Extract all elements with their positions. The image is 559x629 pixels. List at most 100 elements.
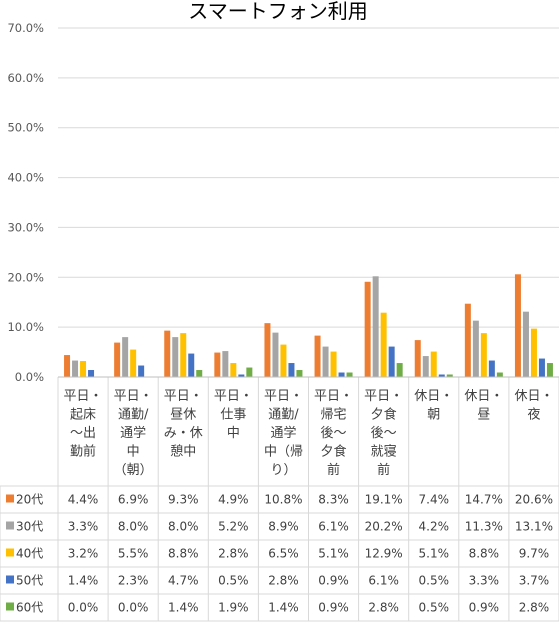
data-table-cell: 0.9%	[469, 601, 500, 615]
category-label: 平日・	[314, 389, 353, 404]
bar	[130, 349, 137, 377]
legend-label: 30代	[16, 520, 43, 534]
data-table-cell: 6.9%	[118, 493, 149, 507]
bar	[396, 363, 403, 377]
legend-swatch	[6, 548, 14, 557]
bar	[322, 346, 329, 377]
bar	[546, 363, 553, 377]
data-table-cell: 5.1%	[419, 547, 450, 561]
data-table-cell: 14.7%	[465, 493, 503, 507]
bar	[280, 344, 287, 377]
data-table-cell: 5.1%	[318, 547, 349, 561]
data-table-cell: 10.8%	[264, 493, 302, 507]
bar	[88, 370, 95, 377]
bar	[238, 374, 245, 377]
category-label: 中（帰	[264, 444, 303, 460]
chart-title: スマートフォン利用	[188, 0, 367, 23]
bar	[530, 328, 537, 377]
data-table-cell: 3.3%	[469, 574, 500, 588]
data-table-cell: 13.1%	[515, 520, 553, 534]
legend-label: 50代	[16, 574, 43, 588]
data-table-cell: 8.8%	[168, 547, 199, 561]
data-table-cell: 20.2%	[365, 520, 403, 534]
data-table-cell: 0.5%	[419, 574, 450, 588]
bar	[138, 365, 145, 377]
category-label: 通勤/	[268, 408, 299, 423]
data-table-cell: 4.9%	[218, 493, 249, 507]
legend-label: 40代	[16, 547, 43, 561]
data-table-cell: 1.4%	[168, 601, 199, 615]
data-table-cell: 9.3%	[168, 493, 199, 507]
bar	[188, 353, 195, 377]
bar	[472, 320, 479, 377]
data-table-cell: 3.7%	[519, 574, 550, 588]
data-table-cell: 6.1%	[318, 520, 349, 534]
bar	[330, 351, 337, 377]
bar	[346, 372, 353, 377]
y-tick-label: 40.0%	[7, 171, 44, 185]
category-label: 休日・	[414, 389, 453, 404]
category-label: 平日・	[64, 389, 103, 404]
bar	[222, 351, 229, 377]
data-table-cell: 2.3%	[118, 574, 149, 588]
data-table-cell: 7.4%	[419, 493, 450, 507]
bar	[338, 372, 345, 377]
bar	[480, 333, 487, 377]
bar	[272, 332, 279, 377]
legend-label: 60代	[16, 601, 43, 615]
bar	[164, 330, 171, 377]
data-table-cell: 2.8%	[519, 601, 550, 615]
bar	[114, 342, 121, 377]
category-label: 昼	[477, 408, 490, 423]
data-table-cell: 8.9%	[268, 520, 299, 534]
data-table-cell: 8.3%	[318, 493, 349, 507]
data-table-cell: 2.8%	[268, 574, 299, 588]
legend-swatch	[6, 602, 14, 611]
data-table-cell: 4.2%	[419, 520, 450, 534]
category-label: 中	[127, 445, 140, 460]
data-table-cell: 0.5%	[419, 601, 450, 615]
y-tick-label: 70.0%	[7, 21, 44, 35]
bar	[122, 337, 129, 377]
y-tick-label: 0.0%	[15, 370, 44, 384]
data-table-cell: 0.9%	[318, 574, 349, 588]
data-table-cell: 5.2%	[218, 520, 249, 534]
category-label: 夜	[527, 408, 540, 423]
bar	[296, 370, 303, 377]
category-label: 勤前	[70, 444, 96, 460]
category-label: 昼休	[170, 408, 196, 423]
bar	[230, 363, 237, 377]
y-tick-label: 30.0%	[7, 220, 44, 234]
category-label: 後〜	[371, 426, 397, 441]
category-label: 〜出	[70, 426, 96, 441]
bar	[196, 370, 203, 377]
legend-label: 20代	[16, 493, 43, 507]
legend-swatch	[6, 521, 14, 530]
category-label: 通学	[120, 425, 146, 441]
data-table-cell: 1.9%	[218, 601, 249, 615]
category-label: 夕食	[371, 407, 397, 423]
legend-swatch	[6, 494, 14, 503]
bar	[488, 360, 495, 377]
data-table-cell: 6.1%	[368, 574, 399, 588]
bar	[538, 358, 545, 377]
data-table-cell: 0.5%	[218, 574, 249, 588]
category-label: 後〜	[321, 426, 347, 441]
category-label: み・休	[164, 426, 203, 441]
category-label: 前	[377, 462, 390, 478]
y-tick-label: 60.0%	[7, 71, 44, 85]
y-tick-label: 20.0%	[7, 270, 44, 284]
bar	[180, 333, 187, 377]
legend-swatch	[6, 575, 14, 584]
category-label: 就寝	[371, 444, 397, 460]
bar	[446, 374, 453, 377]
bar	[72, 360, 79, 377]
category-label: 憩中	[170, 444, 196, 460]
bar	[214, 352, 221, 377]
bar	[364, 281, 371, 377]
bar	[422, 356, 429, 377]
bar	[514, 274, 521, 377]
bar	[430, 351, 437, 377]
